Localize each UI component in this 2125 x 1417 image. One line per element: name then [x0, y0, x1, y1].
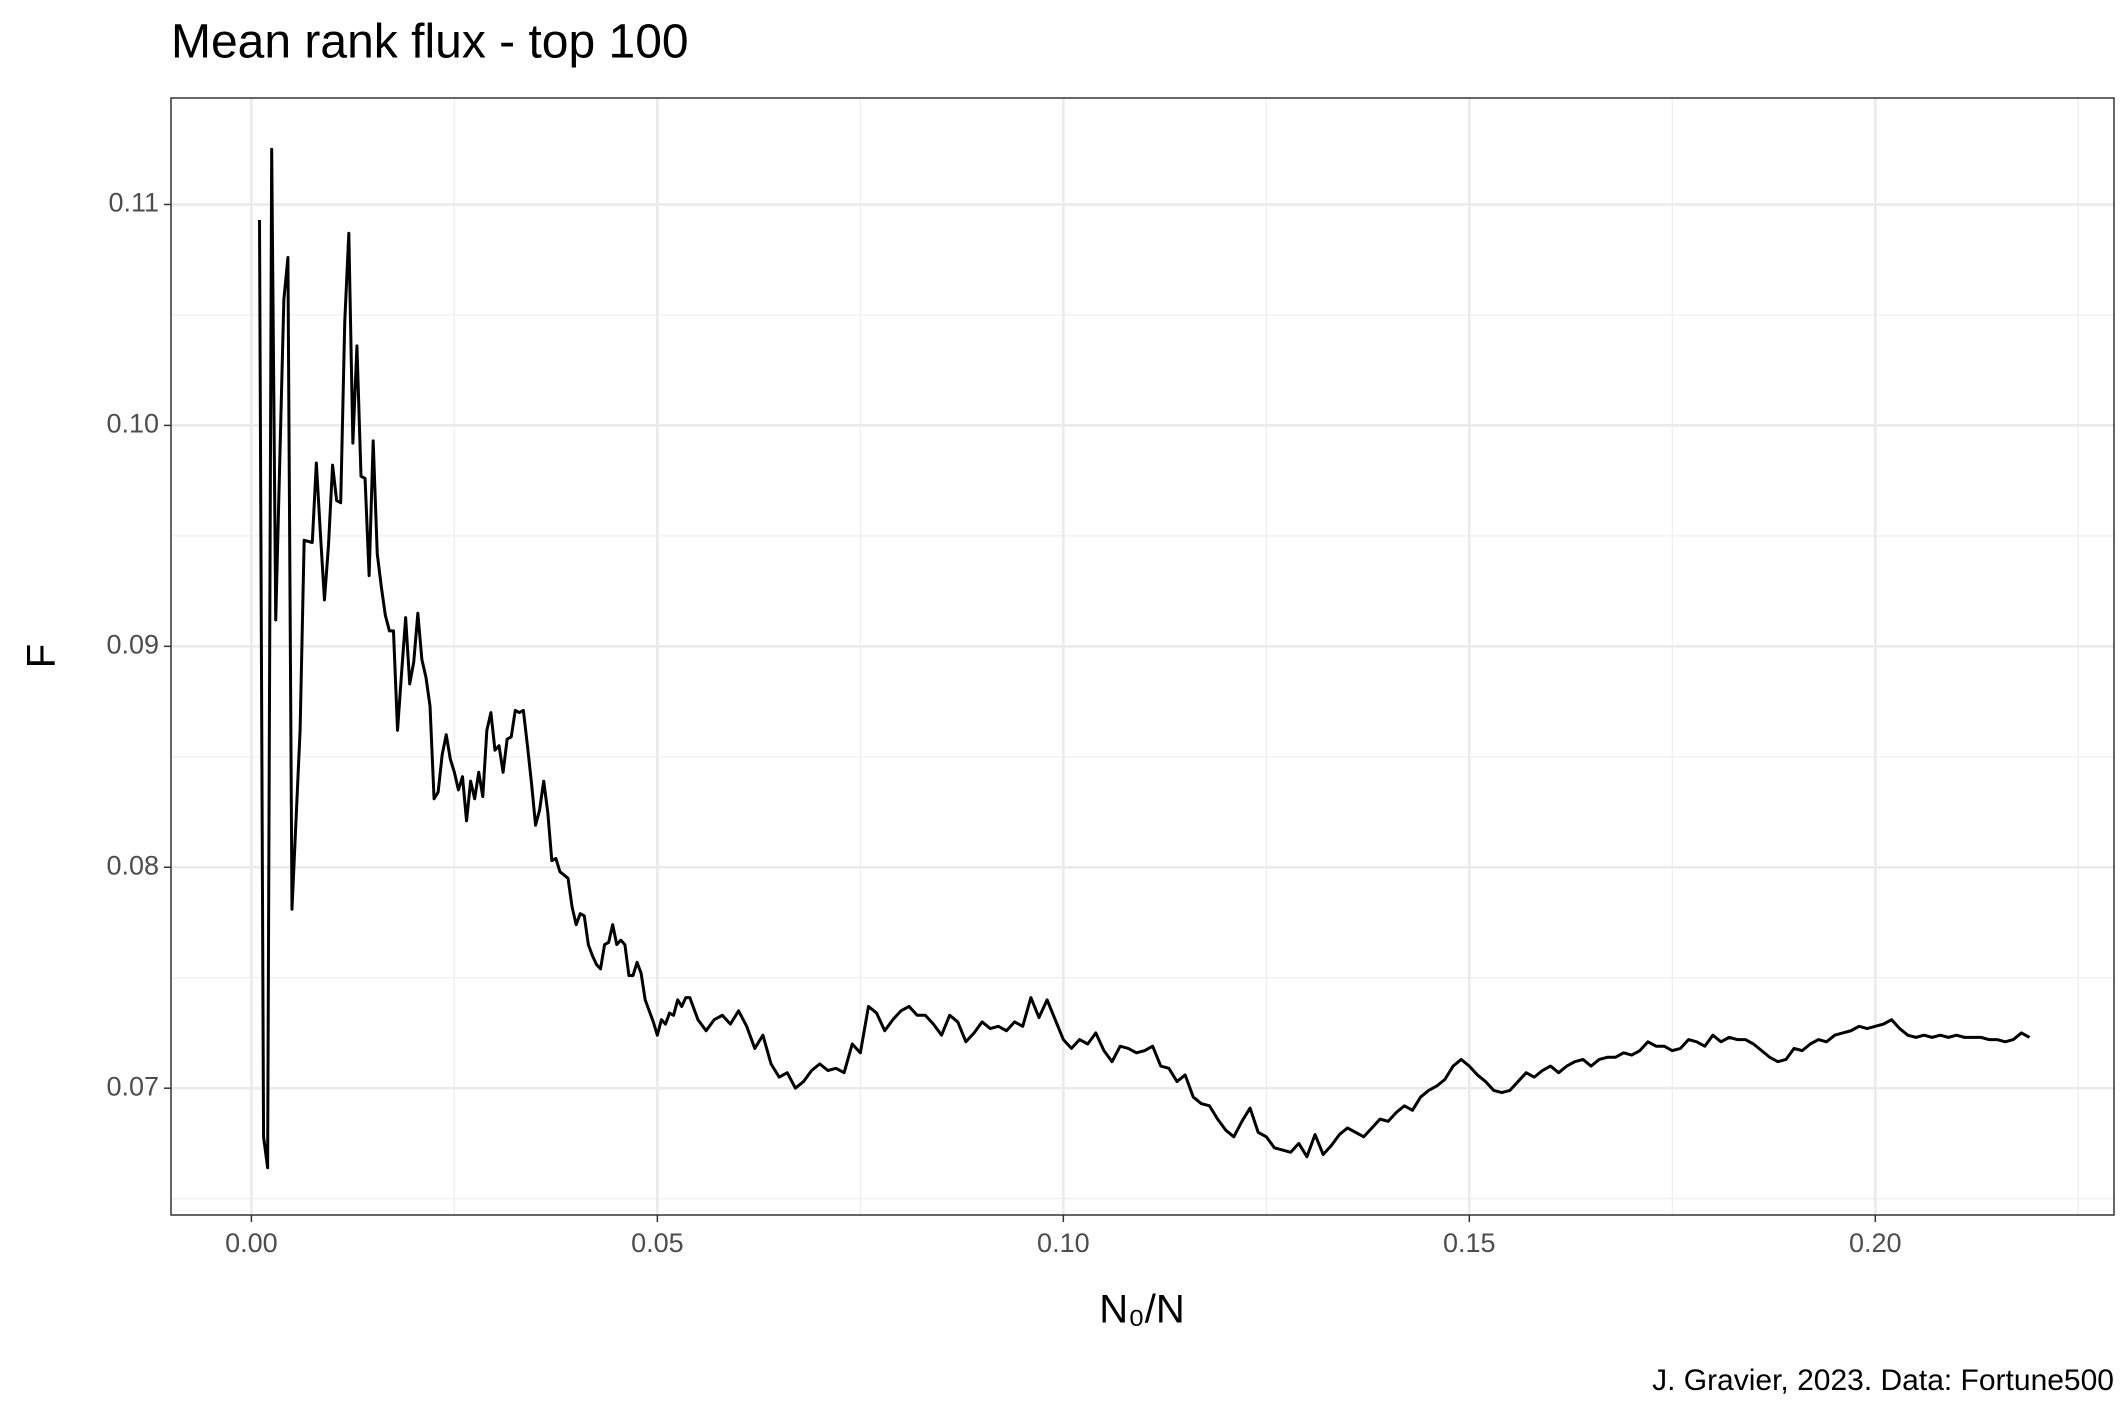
chart-title: Mean rank flux - top 100 — [171, 16, 689, 69]
x-tick-label: 0.20 — [1849, 1228, 1902, 1258]
y-tick-label: 0.11 — [108, 188, 159, 218]
x-tick-label: 0.00 — [225, 1228, 278, 1258]
panel-border — [170, 97, 2115, 1216]
x-tick-label: 0.15 — [1443, 1228, 1496, 1258]
y-tick-label: 0.08 — [106, 850, 159, 880]
y-tick-label: 0.09 — [106, 629, 159, 659]
x-tick-label: 0.10 — [1037, 1228, 1090, 1258]
data-line — [258, 147, 2031, 1170]
y-tick-label: 0.10 — [106, 409, 159, 439]
y-axis-title: F — [20, 644, 64, 668]
x-axis-title: N₀/N — [1099, 1288, 1185, 1332]
caption: J. Gravier, 2023. Data: Fortune500 — [1652, 1364, 2114, 1397]
x-tick-label: 0.05 — [631, 1228, 684, 1258]
y-tick-label: 0.07 — [106, 1071, 159, 1101]
